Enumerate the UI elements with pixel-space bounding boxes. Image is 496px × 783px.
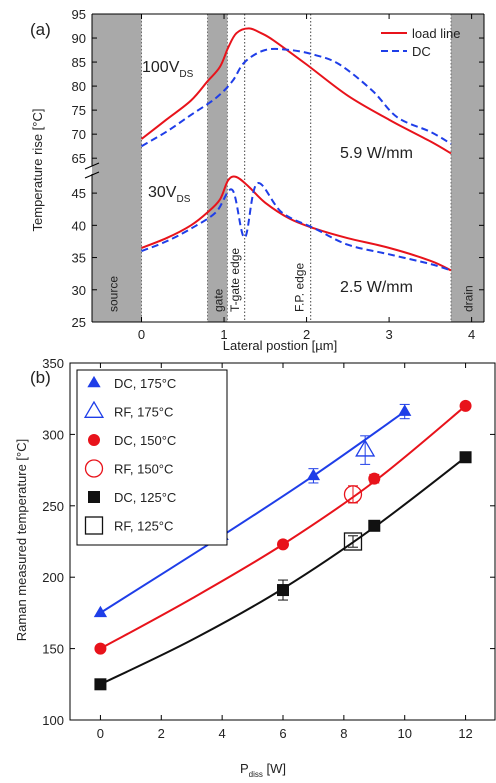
region-label: F.P. edge: [292, 263, 306, 312]
panel-b: 0 2 4 6 8 10 12 100 150 200 250 300 350(b) Pdiss [W] R…: [14, 356, 496, 779]
y-tick-label: 40: [72, 218, 86, 233]
data-point-circle: [94, 642, 107, 655]
data-point-circle: [343, 485, 363, 504]
y-tick-label: 35: [72, 251, 86, 266]
x-tick-label: 2: [158, 726, 165, 741]
axis-break-mark: [84, 171, 100, 179]
data-point-triangle: [398, 404, 412, 416]
panel-label: (b): [30, 368, 51, 387]
legend: load line DC: [381, 26, 460, 59]
y-tick-label: 85: [72, 55, 86, 70]
y-tick-label: 250: [42, 499, 64, 514]
y-tick-label: 70: [72, 127, 86, 142]
legend-marker: [87, 375, 101, 388]
x-tick-label: 12: [458, 726, 472, 741]
legend-label: DC, 175°C: [114, 376, 176, 391]
legend-marker: [83, 400, 105, 418]
y-tick-label: 25: [72, 315, 86, 330]
y-tick-label: 95: [72, 7, 86, 22]
y-axis-label: Raman measured temperature [°C]: [14, 439, 29, 641]
region-label: drain: [461, 285, 475, 312]
x-tick-label: 0: [97, 726, 104, 741]
region-label: source: [107, 276, 121, 312]
x-tick-label: 3: [385, 327, 392, 342]
legend-label: load line: [412, 26, 460, 41]
y-tick-label: 350: [42, 356, 64, 371]
legend-box: [76, 369, 228, 546]
x-tick-label: 4: [468, 327, 475, 342]
series-line-100V-dc: [140, 47, 452, 148]
x-axis-label: Pdiss [W]: [240, 761, 286, 779]
legend: DC, 175°C RF, 175°C DC, 150°C RF, 150°C DC, …: [76, 369, 228, 546]
x-tick-label: 2: [303, 327, 310, 342]
y-tick-label: 45: [72, 186, 86, 201]
data-point-circle: [277, 538, 289, 551]
series-line-30V-dc: [141, 182, 452, 272]
y-tick-label: 300: [42, 427, 64, 442]
x-tick-label: 6: [279, 726, 286, 741]
series-line-30V-load-line: [141, 175, 452, 272]
x-axis-label: Lateral postion [µm]: [223, 338, 337, 353]
x-tick-label: 8: [340, 726, 347, 741]
series-line-100V-load-line: [140, 27, 452, 155]
legend-marker: [88, 434, 100, 446]
region-gate: [207, 14, 228, 322]
legend-label: DC, 125°C: [114, 490, 176, 505]
axis-break-mark: [84, 162, 100, 170]
y-tick-label: 75: [72, 103, 86, 118]
region-drain: [450, 14, 484, 322]
data-point-square: [94, 678, 107, 691]
data-point-square: [277, 584, 289, 597]
data-point-triangle: [355, 439, 376, 457]
annotation-power-100v: 5.9 W/mm: [340, 145, 413, 162]
annotation-100v: 100VDS: [142, 59, 194, 80]
y-tick-label: 30: [72, 283, 86, 298]
x-tick-label: 10: [397, 726, 411, 741]
legend-label: DC, 150°C: [114, 433, 176, 448]
legend-label: RF, 175°C: [114, 405, 173, 420]
legend-marker: [84, 459, 104, 478]
y-tick-label: 100: [42, 713, 64, 728]
y-tick-label: 90: [72, 31, 86, 46]
y-axis-label: Temperature rise [°C]: [30, 109, 45, 232]
region-label: T-gate edge: [228, 248, 242, 312]
panel-label: (a): [30, 20, 51, 39]
x-tick-label: 0: [138, 327, 145, 342]
legend-label: DC: [412, 44, 431, 59]
data-point-triangle: [93, 605, 108, 618]
region-label: gate: [211, 288, 225, 312]
panel-a: source gate T-gate edge F.P. edge drain 0 1 2 3 4…: [30, 7, 485, 353]
legend-label: RF, 125°C: [114, 519, 173, 534]
y-tick-label: 150: [42, 642, 64, 657]
legend-marker: [84, 516, 104, 535]
y-tick-label: 200: [42, 570, 64, 585]
data-point-square: [343, 532, 363, 551]
x-tick-label: 4: [219, 726, 226, 741]
legend-marker: [88, 491, 100, 503]
data-point-square: [459, 451, 472, 464]
annotation-30v: 30VDS: [148, 184, 191, 205]
annotation-power-30v: 2.5 W/mm: [340, 279, 413, 296]
region-source: [92, 14, 142, 322]
x-tick-label: 1: [220, 327, 227, 342]
fit-curve: [99, 410, 406, 614]
y-tick-label: 65: [72, 151, 86, 166]
legend-label: RF, 150°C: [114, 462, 173, 477]
y-tick-label: 80: [72, 79, 86, 94]
data-point-triangle: [306, 468, 321, 481]
data-point-circle: [368, 472, 381, 485]
data-point-square: [368, 519, 381, 532]
data-point-circle: [459, 399, 472, 412]
